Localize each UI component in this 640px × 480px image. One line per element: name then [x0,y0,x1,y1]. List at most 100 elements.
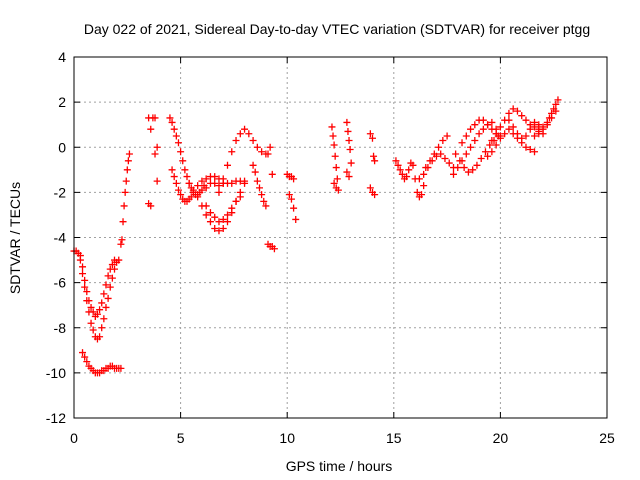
data-point [241,125,249,133]
data-point [215,218,223,226]
y-axis-label: SDTVAR / TECUs [7,182,23,294]
data-point [496,134,504,142]
data-point [522,143,530,151]
data-point [104,294,112,302]
data-point [330,141,338,149]
data-point [420,170,428,178]
data-point [481,148,489,156]
data-point [211,224,219,232]
data-point [330,179,338,187]
data-point [287,195,295,203]
data-point [452,150,460,158]
data-point [168,118,176,126]
data-point [79,349,87,357]
data-point [366,184,374,192]
data-point [202,184,210,192]
data-point [81,283,89,291]
data-point [121,188,129,196]
data-point [370,152,378,160]
data-point [102,281,110,289]
data-point [224,211,232,219]
data-point [513,130,521,138]
data-point [102,303,110,311]
grid [74,57,607,418]
data-point [458,139,466,147]
data-point [290,204,298,212]
data-point [554,96,562,104]
data-point [79,270,87,278]
x-axis-label: GPS time / hours [286,458,393,474]
data-point [125,150,133,158]
data-point [87,303,95,311]
data-point [89,326,97,334]
data-point [181,166,189,174]
y-tick-label: -8 [54,320,67,336]
data-point [535,121,543,129]
x-tick-label: 15 [386,430,402,446]
series-4h-scatter [145,114,161,210]
data-point [120,202,128,210]
data-point [108,274,116,282]
x-tick-label: 0 [70,430,78,446]
data-point [198,177,206,185]
y-tick-label: -4 [54,230,67,246]
data-point [486,141,494,149]
data-point [83,288,91,296]
series-16h-rise [415,150,457,183]
data-point [245,130,253,138]
data-point [531,132,539,140]
data-point [539,125,547,133]
data-point [219,224,227,232]
data-point [334,186,342,194]
data-point [264,150,272,158]
data-point [81,353,89,361]
data-point [441,155,449,163]
data-point [518,112,526,120]
data-point [183,173,191,181]
data-point [460,164,468,172]
data-point [531,148,539,156]
y-tick-label: -10 [46,365,66,381]
data-point [215,182,223,190]
data-point [96,306,104,314]
data-point [179,157,187,165]
data-point [518,134,526,142]
data-point [439,136,447,144]
data-point [415,175,423,183]
series-6h-arc [185,179,249,235]
series-14h-cluster [366,130,379,199]
data-point [172,132,180,140]
data-point [371,157,379,165]
data-point [292,215,300,223]
data-point [104,272,112,280]
data-point [346,146,354,154]
data-point [290,175,298,183]
data-point [437,150,445,158]
chart-title: Day 022 of 2021, Sidereal Day-to-day VTE… [84,21,590,37]
data-point [492,141,500,149]
data-point [488,118,496,126]
series-5h-down [166,114,208,199]
data-point [232,136,240,144]
data-point [343,118,351,126]
data-point [215,227,223,235]
data-point [106,283,114,291]
data-point [535,130,543,138]
data-point [119,218,127,226]
series-7h-lower [202,177,249,192]
data-point [501,130,509,138]
data-point [543,121,551,129]
data-point [253,177,261,185]
data-point [526,125,534,133]
data-point [366,130,374,138]
data-point [443,132,451,140]
data-point [166,114,174,122]
series-early-dip-2 [76,252,119,320]
data-point [100,315,108,323]
x-tick-label: 25 [599,430,615,446]
data-point [168,166,176,174]
data-point [187,193,195,201]
data-point [249,136,257,144]
y-tick-label: 2 [58,94,66,110]
